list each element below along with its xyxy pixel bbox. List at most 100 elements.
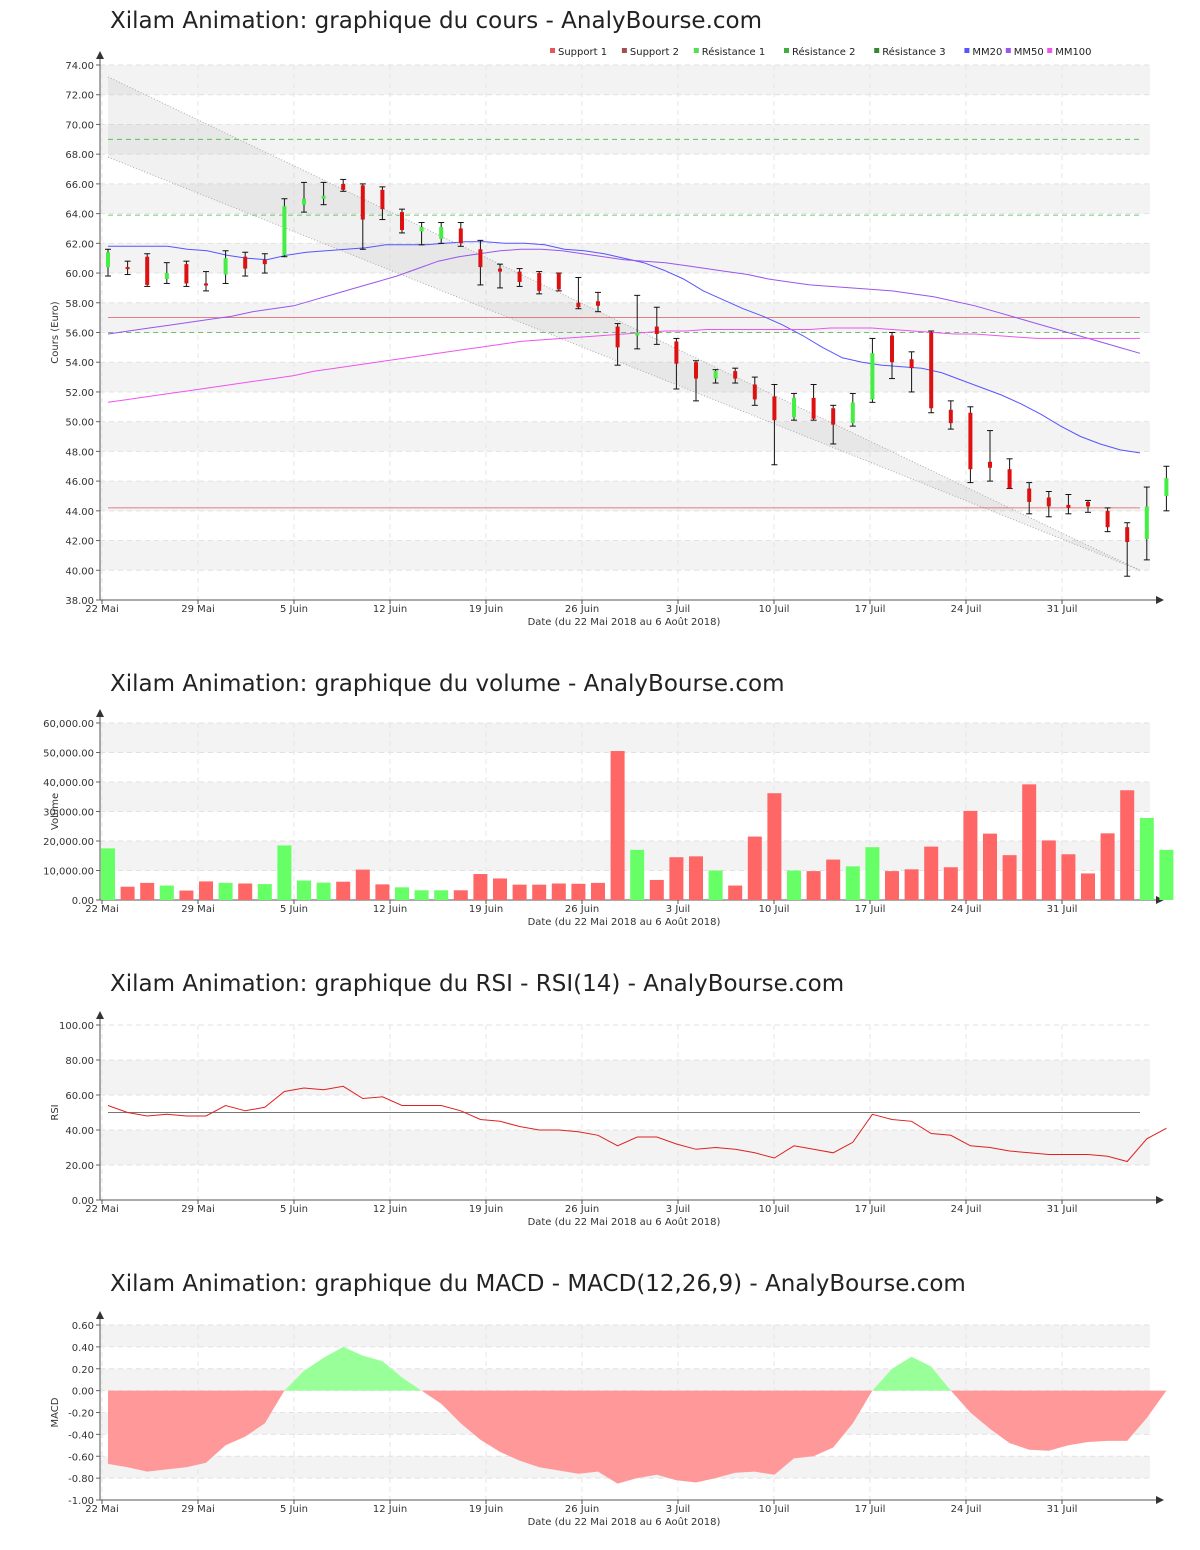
y-axis-arrow <box>96 1311 104 1319</box>
candle-body <box>988 461 992 468</box>
volume-bar <box>316 882 331 900</box>
y-axis-arrow <box>96 1011 104 1019</box>
x-tick-label: 31 Juil <box>1047 904 1078 915</box>
x-tick-label: 5 Juin <box>280 904 308 915</box>
candle-body <box>752 384 757 400</box>
volume-bar <box>179 890 194 900</box>
x-tick-label: 26 Juin <box>565 1204 599 1215</box>
candle-body <box>792 397 796 418</box>
price-chart: 38.00 40.00 42.00 44.00 46.00 48.00 50.00 52.00… <box>50 46 1170 628</box>
x-tick-label: 29 Mai <box>181 604 214 615</box>
volume-bar <box>767 793 782 900</box>
candle-body <box>1027 488 1032 502</box>
volume-bar <box>493 878 507 900</box>
volume-bar <box>336 881 351 900</box>
volume-bar <box>924 846 939 900</box>
y-tick-label: 100.00 <box>59 1021 94 1032</box>
volume-bar <box>747 836 762 900</box>
volume-bar <box>806 871 821 900</box>
x-tick-label: 22 Mai <box>85 1204 118 1215</box>
y-tick-label: 70.00 <box>65 120 94 131</box>
y-tick-label: 38.00 <box>65 596 94 607</box>
candle-body <box>929 332 934 409</box>
candle-body <box>380 189 385 210</box>
y-tick-label: 54.00 <box>65 358 94 369</box>
x-tick-label: 12 Juin <box>373 904 407 915</box>
x-tick-label: 17 Juil <box>855 1504 886 1515</box>
legend-entry: MM50 <box>1014 47 1044 58</box>
volume-bar <box>297 880 311 900</box>
volume-bar <box>983 833 997 900</box>
volume-bar <box>1022 784 1037 900</box>
x-axis-label: Date (du 22 Mai 2018 au 6 Août 2018) <box>528 916 721 928</box>
legend-entry: Résistance 3 <box>882 46 945 58</box>
volume-bar <box>532 884 547 900</box>
candle-body <box>733 371 738 379</box>
grid-band <box>100 183 1150 214</box>
volume-bar <box>1159 849 1174 900</box>
candle-body <box>106 252 110 268</box>
grid-band <box>100 1325 1150 1347</box>
macd-negative-area <box>421 1390 873 1484</box>
y-tick-label: 66.00 <box>65 180 94 191</box>
volume-bar <box>689 856 703 900</box>
y-axis-arrow <box>96 709 104 717</box>
candle-body <box>204 283 208 286</box>
price-chart-title: Xilam Animation: graphique du cours - An… <box>110 8 763 34</box>
x-tick-label: 19 Juin <box>469 1204 503 1215</box>
y-tick-label: 0.40 <box>72 1343 94 1354</box>
volume-bar <box>453 890 468 900</box>
macd-positive-area <box>872 1356 951 1391</box>
volume-chart-panel: Xilam Animation: graphique du volume - A… <box>0 663 1200 943</box>
macd-chart-panel: Xilam Animation: graphique du MACD - MAC… <box>0 1263 1200 1550</box>
legend-swatch <box>621 48 627 53</box>
grid-band <box>100 1368 1150 1391</box>
macd-chart: -1.00 -0.80 -0.60 -0.40 -0.20 0.00 0.20 0.40 0.6… <box>50 1311 1167 1528</box>
x-tick-label: 26 Juin <box>565 904 599 915</box>
x-tick-label: 19 Juin <box>469 1504 503 1515</box>
volume-bar <box>512 884 527 900</box>
y-tick-label: 0.20 <box>72 1365 94 1376</box>
y-tick-label: 72.00 <box>65 91 94 102</box>
y-tick-label: 0.00 <box>72 1196 94 1207</box>
volume-bar <box>1081 873 1095 900</box>
y-tick-label: 20,000.00 <box>43 837 94 848</box>
x-tick-label: 5 Juin <box>280 1204 308 1215</box>
x-tick-label: 3 Juil <box>666 604 690 615</box>
volume-bar <box>845 866 860 900</box>
volume-bar <box>375 884 390 900</box>
x-tick-label: 3 Juil <box>666 1204 690 1215</box>
y-tick-label: 20.00 <box>65 1161 94 1172</box>
volume-bar <box>943 867 958 900</box>
candle-body <box>694 362 698 379</box>
x-tick-label: 29 Mai <box>181 1204 214 1215</box>
volume-bar <box>885 871 899 900</box>
y-axis-arrow <box>96 51 104 59</box>
candle-body <box>478 249 483 268</box>
candle-body <box>713 371 718 379</box>
x-tick-label: 26 Juin <box>565 1504 599 1515</box>
y-tick-label: 50,000.00 <box>43 749 94 760</box>
y-tick-label: 62.00 <box>65 239 94 250</box>
candle-body <box>890 335 894 363</box>
candle-body <box>1144 506 1149 540</box>
grid-band <box>100 1130 1150 1165</box>
volume-bar <box>238 883 253 900</box>
x-axis-arrow <box>1156 596 1164 604</box>
y-tick-label: 46.00 <box>65 477 94 488</box>
y-tick-label: 40,000.00 <box>43 778 94 789</box>
candle-body <box>870 353 875 400</box>
volume-bar <box>1041 840 1056 900</box>
y-axis-label: RSI <box>50 1104 61 1120</box>
x-axis-arrow <box>1156 1196 1164 1204</box>
volume-bar <box>610 751 625 900</box>
legend-swatch <box>874 48 880 53</box>
y-tick-label: 52.00 <box>65 388 94 399</box>
legend-entry: Support 2 <box>630 47 679 58</box>
y-tick-label: 0.60 <box>72 1321 94 1332</box>
rsi-line <box>107 1085 1167 1163</box>
candle-body <box>1007 469 1012 489</box>
volume-bar <box>473 874 488 900</box>
x-tick-label: 31 Juil <box>1047 604 1078 615</box>
x-tick-label: 10 Juil <box>759 904 790 915</box>
